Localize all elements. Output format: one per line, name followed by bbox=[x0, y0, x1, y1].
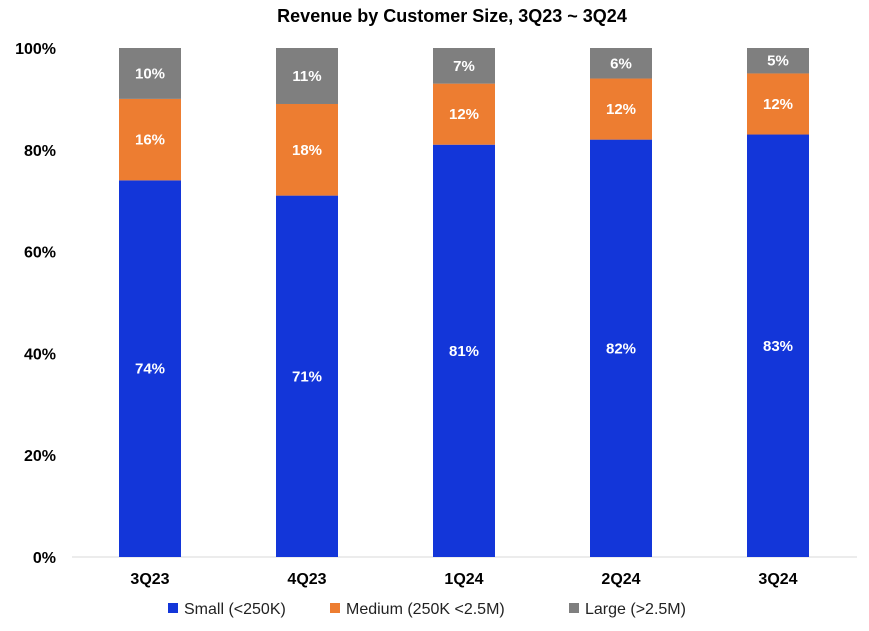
chart-title: Revenue by Customer Size, 3Q23 ~ 3Q24 bbox=[277, 6, 627, 26]
data-label: 10% bbox=[135, 65, 165, 82]
y-tick-label: 60% bbox=[24, 245, 56, 262]
bar-segment bbox=[433, 48, 495, 84]
data-label: 6% bbox=[610, 55, 632, 72]
legend-label: Medium (250K <2.5M) bbox=[346, 601, 505, 618]
y-tick-label: 20% bbox=[24, 448, 56, 465]
x-tick-label: 3Q24 bbox=[758, 571, 797, 588]
bar-segment bbox=[119, 180, 181, 557]
data-label: 18% bbox=[292, 142, 322, 159]
x-tick-label: 1Q24 bbox=[444, 571, 483, 588]
data-label: 82% bbox=[606, 340, 636, 357]
data-label: 12% bbox=[449, 106, 479, 123]
data-label: 83% bbox=[763, 338, 793, 355]
bar-segment bbox=[119, 98, 181, 181]
legend-label: Small (<250K) bbox=[184, 601, 286, 618]
legend-swatch bbox=[569, 603, 579, 613]
bar-segment bbox=[433, 144, 495, 557]
bar-segment bbox=[747, 73, 809, 135]
bar-segment bbox=[590, 48, 652, 79]
bar-segment bbox=[276, 195, 338, 558]
bar-segment bbox=[747, 134, 809, 557]
bars-group: 74% 16% 10% 71% 18% 11% 81% 12% 7% 82% 12% 6% 83% 12%… bbox=[119, 48, 809, 558]
x-axis: 3Q23 4Q23 1Q24 2Q24 3Q24 bbox=[130, 571, 797, 588]
data-label: 71% bbox=[292, 368, 322, 385]
y-axis: 0% 20% 40% 60% 80% 100% bbox=[15, 41, 56, 567]
data-label: 12% bbox=[606, 101, 636, 118]
data-label: 5% bbox=[767, 53, 789, 70]
data-label: 16% bbox=[135, 132, 165, 149]
legend-label: Large (>2.5M) bbox=[585, 601, 686, 618]
data-label: 81% bbox=[449, 343, 479, 360]
bar-segment bbox=[276, 103, 338, 196]
x-tick-label: 4Q23 bbox=[287, 571, 326, 588]
legend: Small (<250K) Medium (250K <2.5M) Large (>… bbox=[168, 601, 686, 618]
x-tick-label: 2Q24 bbox=[601, 571, 640, 588]
bar-segment bbox=[119, 48, 181, 99]
data-label: 11% bbox=[292, 68, 321, 85]
data-label: 7% bbox=[453, 58, 475, 75]
legend-swatch bbox=[330, 603, 340, 613]
bar-segment bbox=[590, 78, 652, 140]
y-tick-label: 40% bbox=[24, 346, 56, 363]
y-tick-label: 80% bbox=[24, 143, 56, 160]
bar-segment bbox=[747, 48, 809, 74]
x-tick-label: 3Q23 bbox=[130, 571, 169, 588]
legend-swatch bbox=[168, 603, 178, 613]
bar-segment bbox=[590, 139, 652, 557]
y-tick-label: 0% bbox=[33, 550, 56, 567]
y-tick-label: 100% bbox=[15, 41, 56, 58]
bar-segment bbox=[433, 83, 495, 145]
data-label: 12% bbox=[763, 96, 793, 113]
bar-segment bbox=[276, 48, 338, 104]
data-label: 74% bbox=[135, 361, 165, 378]
